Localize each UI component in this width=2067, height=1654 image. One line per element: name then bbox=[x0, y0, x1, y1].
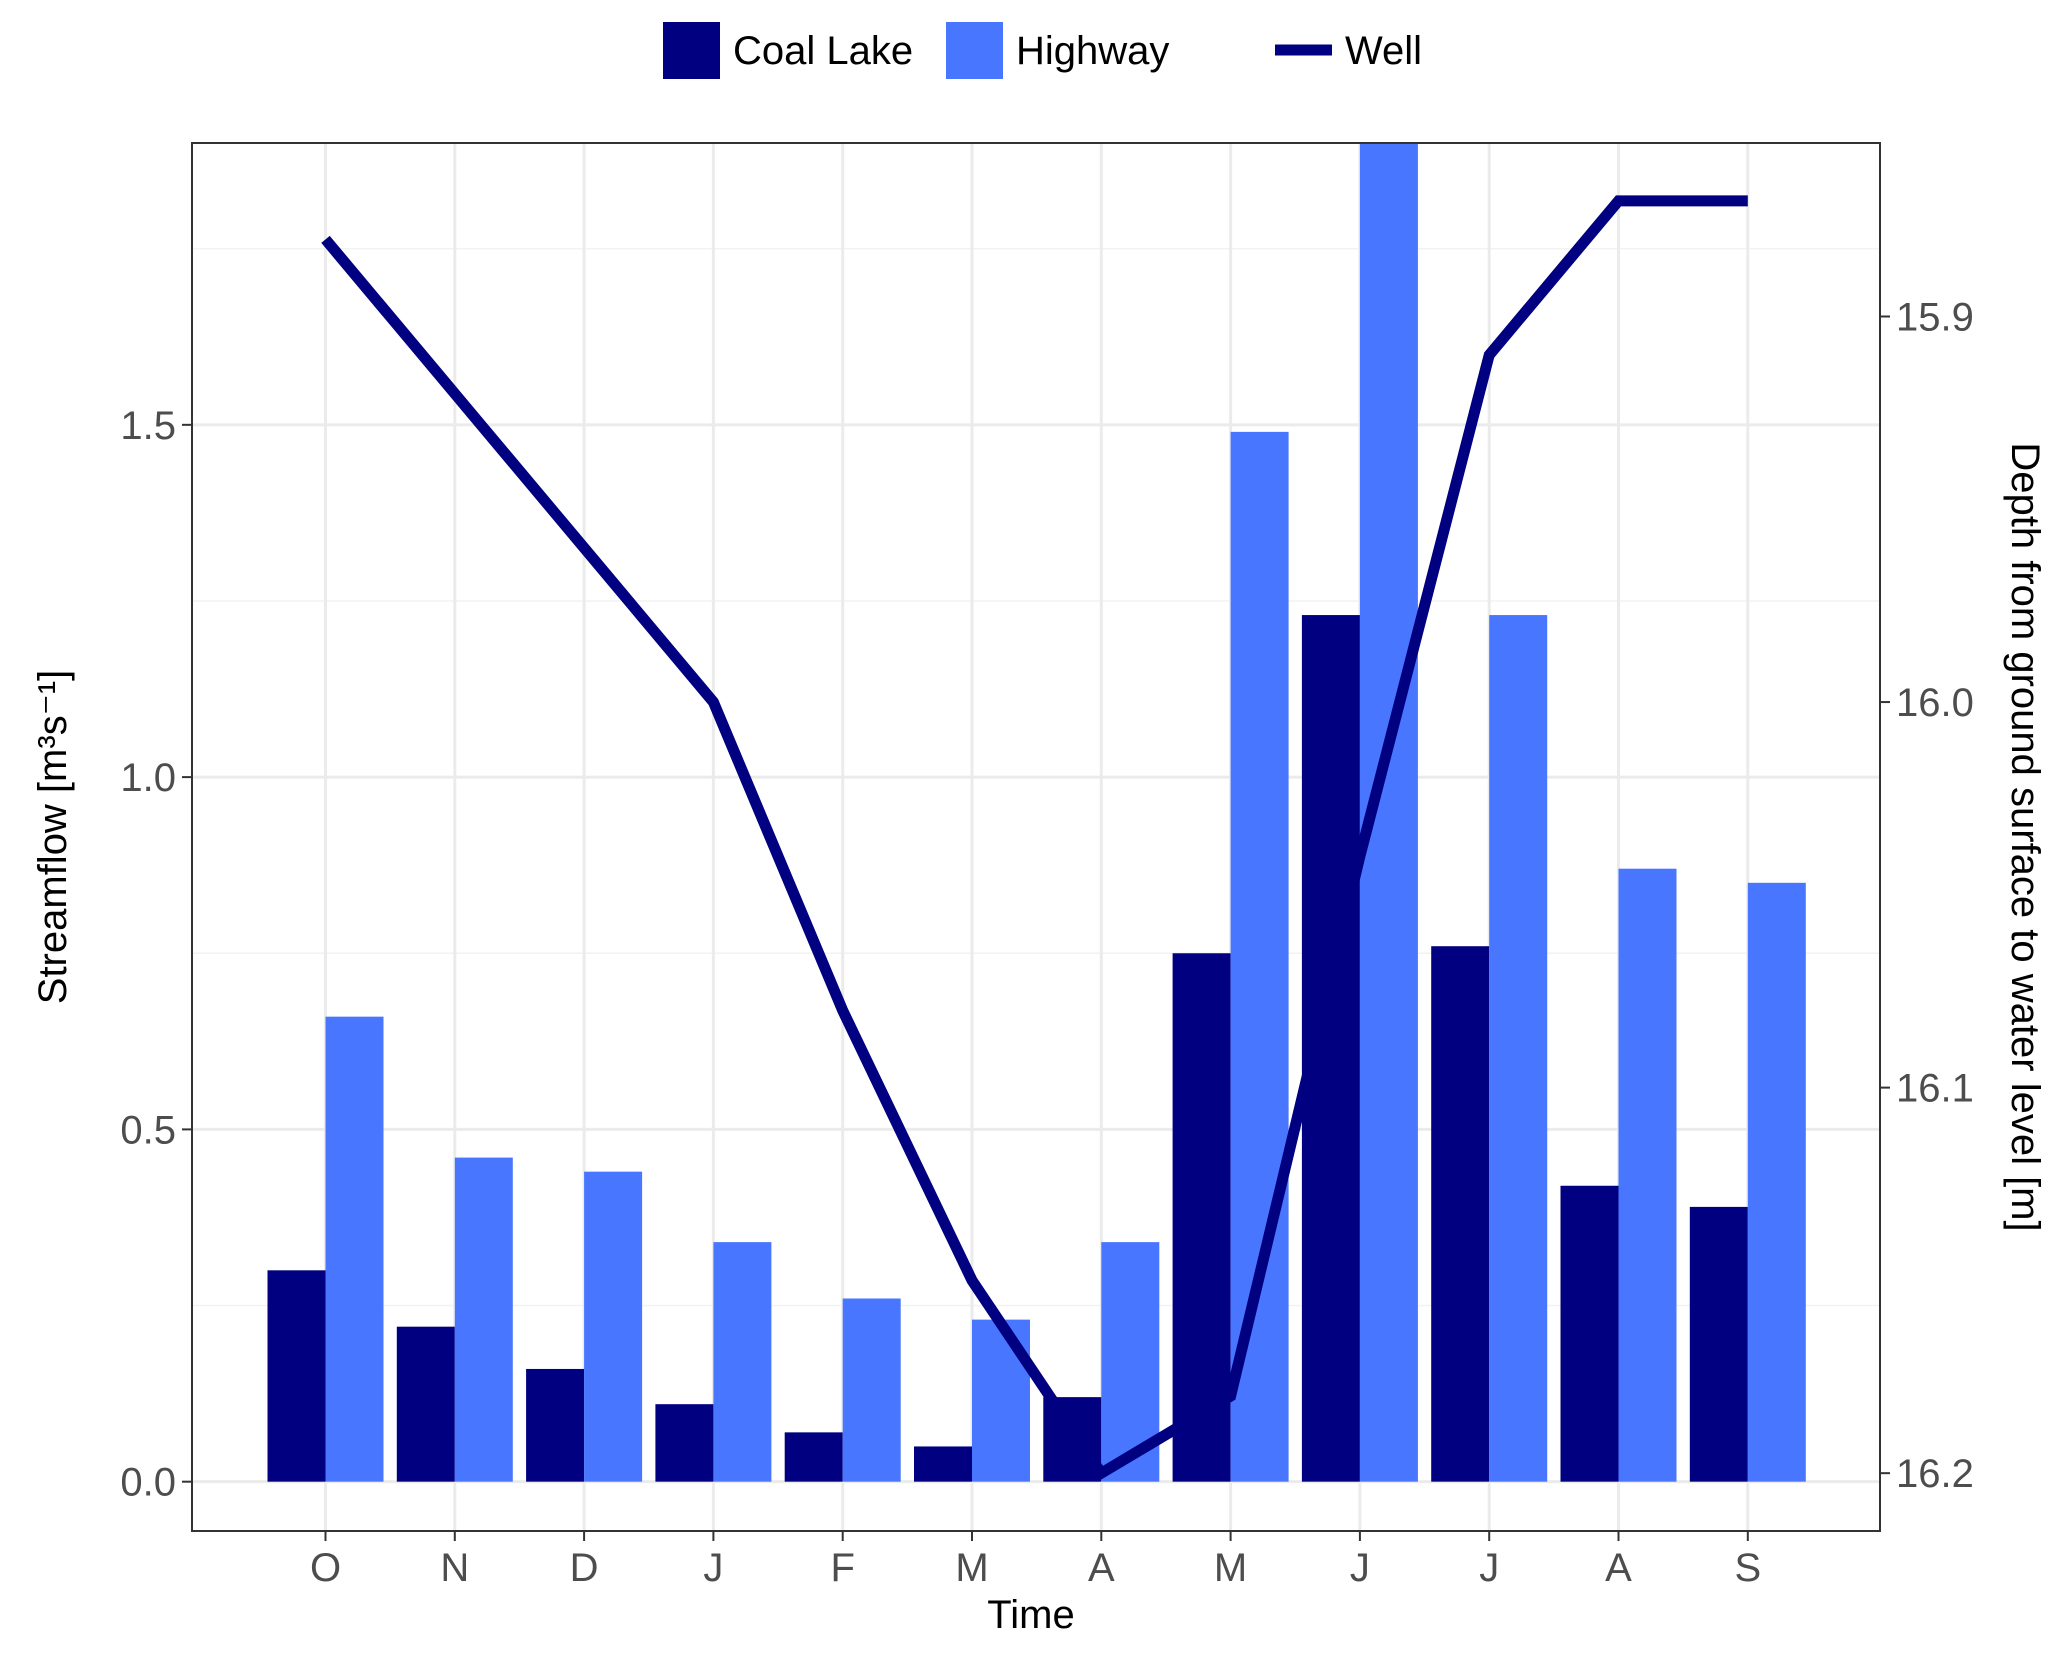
bar-highway bbox=[713, 1242, 772, 1482]
bars bbox=[267, 143, 1806, 1482]
bar-highway bbox=[842, 1298, 901, 1482]
well-line-layer bbox=[321, 195, 1748, 1481]
y2-tick-label: 16.0 bbox=[1896, 681, 1974, 725]
bar-coal-lake bbox=[914, 1446, 972, 1482]
bar-coal-lake bbox=[1431, 946, 1490, 1482]
y-axis-title: Streamflow [m³s⁻¹] bbox=[31, 670, 75, 1004]
bar-highway bbox=[972, 1319, 1030, 1482]
x-tick-label: F bbox=[830, 1546, 854, 1590]
y2-axis-title: Depth from ground surface to water level… bbox=[2003, 442, 2047, 1231]
y2-tick-label: 16.1 bbox=[1896, 1067, 1974, 1111]
legend-label-coal-lake: Coal Lake bbox=[733, 29, 913, 73]
bar-highway bbox=[1747, 882, 1806, 1482]
bar-coal-lake bbox=[784, 1432, 843, 1482]
y2-tick-label: 15.9 bbox=[1896, 296, 1974, 340]
bar-coal-lake bbox=[526, 1368, 585, 1482]
y-tick-label: 0.0 bbox=[120, 1461, 176, 1505]
bar-highway bbox=[584, 1171, 643, 1482]
bar-highway bbox=[1489, 615, 1548, 1482]
x-axis-title: Time bbox=[987, 1593, 1074, 1637]
bar-coal-lake bbox=[1689, 1206, 1748, 1482]
plot-border bbox=[191, 142, 1881, 1532]
x-tick-label: N bbox=[440, 1546, 469, 1590]
legend-key-highway bbox=[946, 22, 1003, 79]
y-tick-label: 1.5 bbox=[120, 404, 176, 448]
x-tick-label: A bbox=[1088, 1546, 1115, 1590]
x-tick-label: J bbox=[1479, 1546, 1499, 1590]
bar-coal-lake bbox=[655, 1404, 714, 1482]
bar-coal-lake bbox=[1560, 1185, 1619, 1482]
bar-highway bbox=[454, 1157, 513, 1482]
legend: Coal Lake Highway Well bbox=[663, 22, 1422, 79]
x-tick-label: O bbox=[310, 1546, 341, 1590]
y2-tick-label: 16.2 bbox=[1896, 1452, 1974, 1496]
x-tick-label: M bbox=[1214, 1546, 1247, 1590]
x-tick-label: M bbox=[955, 1546, 988, 1590]
bar-highway bbox=[325, 1016, 384, 1482]
axes: 0.0 0.5 1.0 1.5 15.9 16.0 16.1 16.2 O N D J F M A M J J A S bbox=[120, 296, 1973, 1591]
x-tick-label: D bbox=[570, 1546, 599, 1590]
legend-label-well: Well bbox=[1345, 29, 1422, 73]
x-tick-label: A bbox=[1605, 1546, 1632, 1590]
y-tick-label: 1.0 bbox=[120, 756, 176, 800]
x-tick-label: S bbox=[1734, 1546, 1761, 1590]
legend-label-highway: Highway bbox=[1016, 29, 1169, 73]
x-tick-label: J bbox=[703, 1546, 723, 1590]
x-tick-label: J bbox=[1350, 1546, 1370, 1590]
bar-highway bbox=[1230, 431, 1289, 1482]
line-well bbox=[321, 195, 1748, 1481]
y-tick-label: 0.5 bbox=[120, 1108, 176, 1152]
bar-coal-lake bbox=[267, 1270, 326, 1482]
bar-coal-lake bbox=[396, 1326, 455, 1482]
legend-key-coal-lake bbox=[663, 22, 720, 79]
bar-highway bbox=[1618, 868, 1677, 1482]
bar-coal-lake bbox=[1172, 953, 1231, 1482]
